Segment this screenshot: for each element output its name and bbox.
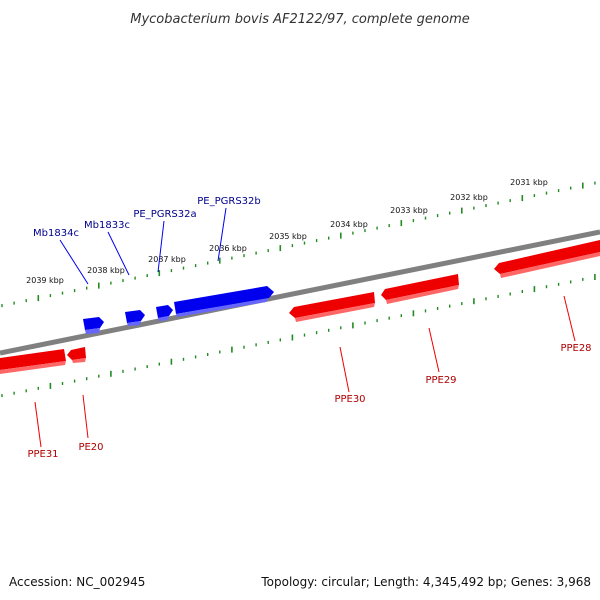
gene-label: Mb1834c: [33, 228, 79, 239]
outer-tick-track: [1, 181, 596, 308]
map-title: Mycobacterium bovis AF2122/97, complete …: [130, 12, 469, 27]
gene-PPE29[interactable]: [381, 274, 459, 300]
accession-text: Accession: NC_002945: [9, 575, 145, 589]
scale-label: 2035 kbp: [269, 232, 307, 241]
scale-label: 2037 kbp: [148, 255, 186, 264]
gene-PE_PGRS32b[interactable]: [174, 286, 274, 314]
scale-label: 2039 kbp: [26, 276, 64, 285]
gene-Mb1833c[interactable]: [125, 310, 145, 323]
gene-PPE28-shadow: [500, 252, 600, 278]
label-leaders: [34, 207, 576, 448]
forward-strand-genes: [0, 240, 600, 374]
gene-PPE31[interactable]: [0, 349, 66, 370]
gene-PE_PGRS32a-shadow: [158, 316, 169, 321]
gene-label: PPE29: [425, 375, 456, 386]
gene-Mb1834c[interactable]: [83, 317, 104, 330]
leader-PPE29: [428, 327, 440, 373]
leader-Mb1833c: [107, 231, 130, 276]
leader-PE_PGRS32b: [217, 207, 227, 262]
gene-label: PE_PGRS32a: [133, 209, 196, 220]
gene-PPE31-shadow: [0, 361, 66, 374]
scale-label: 2032 kbp: [450, 193, 488, 202]
gene-label: Mb1833c: [84, 220, 130, 231]
scale-label: 2031 kbp: [510, 178, 548, 187]
scale-label: 2036 kbp: [209, 244, 247, 253]
topology-summary: Topology: circular; Length: 4,345,492 bp…: [260, 575, 591, 589]
gene-label: PPE31: [27, 449, 58, 460]
genome-backbone: [0, 229, 600, 356]
gene-PE20[interactable]: [67, 347, 86, 360]
scale-label: 2033 kbp: [390, 206, 428, 215]
reverse-strand-genes: [83, 286, 274, 334]
leader-PE_PGRS32a: [157, 220, 165, 273]
scale-label: 2038 kbp: [87, 266, 125, 275]
leader-PE20: [82, 394, 89, 439]
gene-Mb1833c-shadow: [127, 321, 141, 326]
gene-label: PPE30: [334, 394, 365, 405]
inner-tick-track: [1, 274, 596, 398]
gene-PE_PGRS32a[interactable]: [156, 305, 173, 318]
leader-PPE31: [34, 401, 42, 448]
leader-PPE28: [563, 295, 576, 342]
gene-PE20-shadow: [72, 358, 86, 363]
gene-PPE30[interactable]: [289, 292, 375, 318]
gene-Mb1834c-shadow: [85, 328, 100, 334]
gene-PE_PGRS32b-shadow: [176, 298, 269, 317]
gene-PPE30-shadow: [295, 303, 375, 322]
scale-labels: 2031 kbp 2032 kbp 2033 kbp 2034 kbp 2035…: [26, 178, 548, 285]
gene-label: PE_PGRS32b: [197, 196, 261, 207]
leader-PPE30: [339, 346, 350, 393]
scale-label: 2034 kbp: [330, 220, 368, 229]
gene-PPE28[interactable]: [494, 240, 600, 274]
gene-labels: Mb1834c Mb1833c PE_PGRS32a PE_PGRS32b PP…: [27, 196, 591, 460]
leader-Mb1834c: [59, 239, 89, 285]
gene-label: PPE28: [560, 343, 591, 354]
gene-PPE29-shadow: [386, 285, 459, 304]
gene-label: PE20: [78, 442, 103, 453]
